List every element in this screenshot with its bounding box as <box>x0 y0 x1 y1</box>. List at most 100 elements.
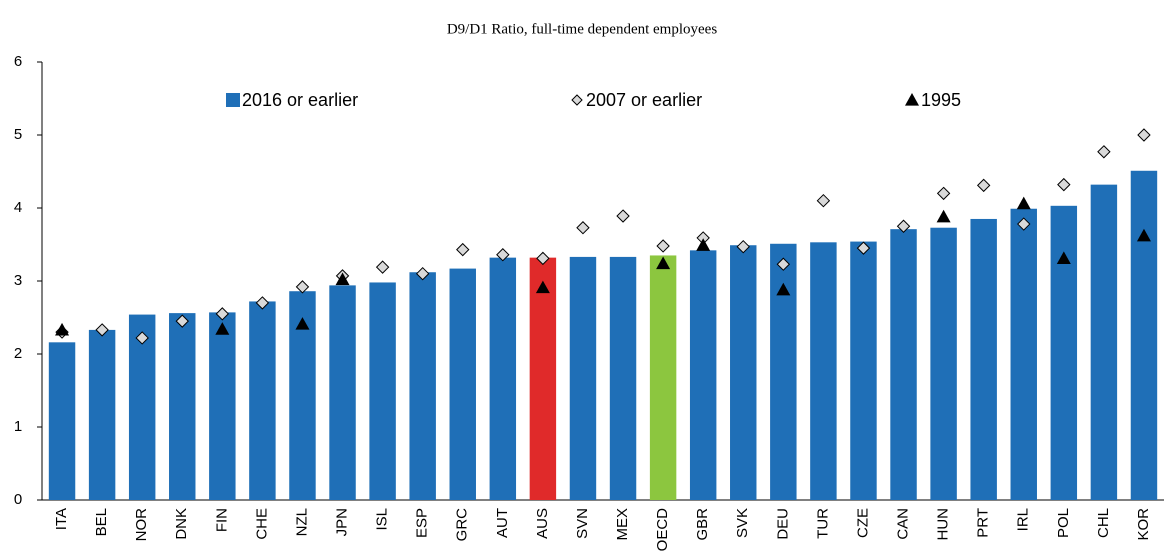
x-tick-label: POL <box>1055 508 1072 538</box>
bar <box>1050 205 1078 500</box>
legend-label: 1995 <box>921 90 961 110</box>
x-tick-label: DNK <box>173 508 190 540</box>
x-tick-label: ESP <box>414 508 431 538</box>
y-tick-label: 3 <box>14 272 22 289</box>
bar <box>649 255 677 500</box>
y-tick-label: 1 <box>14 418 22 435</box>
x-tick-label: SVK <box>734 508 751 538</box>
bar <box>48 342 76 500</box>
x-tick-label: SVN <box>574 508 591 539</box>
triangle-marker <box>295 317 310 330</box>
diamond-marker <box>175 314 189 328</box>
triangle-marker <box>335 272 350 286</box>
triangle-marker <box>535 280 550 294</box>
triangle-marker <box>936 209 951 223</box>
x-tick-label: MEX <box>614 508 631 541</box>
diamond-marker <box>896 219 911 233</box>
bar <box>169 313 196 500</box>
bar <box>1010 208 1037 501</box>
diamond-marker <box>255 296 270 310</box>
triangle-marker <box>1056 251 1071 264</box>
triangle-marker <box>215 322 230 335</box>
y-tick-label: 6 <box>14 53 22 70</box>
legend-swatch <box>571 94 583 106</box>
triangle-marker <box>1016 196 1031 210</box>
diamond-marker <box>95 323 109 337</box>
bar <box>128 314 156 500</box>
x-tick-label: PRT <box>975 508 992 538</box>
x-tick-label: CAN <box>895 508 912 540</box>
bar <box>249 301 276 500</box>
diamond-marker <box>976 178 991 193</box>
diamond-marker <box>816 193 831 208</box>
legend-label: 2016 or earlier <box>242 90 358 110</box>
triangle-marker <box>1136 228 1151 242</box>
x-tick-label: OECD <box>654 508 671 552</box>
bar <box>449 268 476 500</box>
diamond-marker <box>776 257 791 271</box>
bar <box>770 243 797 500</box>
bar <box>489 257 517 500</box>
bar <box>689 250 717 500</box>
x-tick-label: CHL <box>1095 508 1112 538</box>
x-tick-label: ITA <box>53 508 70 530</box>
y-tick-label: 0 <box>14 491 22 508</box>
y-tick-label: 4 <box>14 199 22 216</box>
x-tick-label: TUR <box>814 508 831 539</box>
x-tick-label: NZL <box>293 508 310 536</box>
triangle-marker <box>776 282 791 296</box>
legend-swatch <box>905 93 919 106</box>
x-tick-label: JPN <box>334 508 351 536</box>
x-tick-label: DEU <box>774 508 791 540</box>
diamond-marker <box>656 239 670 253</box>
bar <box>209 312 236 500</box>
bar <box>930 227 957 500</box>
bar <box>329 285 356 500</box>
diamond-marker <box>1057 177 1071 192</box>
bar <box>369 282 396 500</box>
diamond-marker <box>135 331 149 345</box>
bar <box>850 241 877 500</box>
y-tick-label: 5 <box>14 126 22 143</box>
diamond-marker <box>616 209 630 223</box>
diamond-marker <box>536 251 550 266</box>
diamond-marker <box>496 248 510 262</box>
y-tick-label: 2 <box>14 345 22 362</box>
x-tick-label: CZE <box>854 508 871 538</box>
legend-swatch <box>226 93 240 107</box>
x-tick-label: ISL <box>374 508 391 531</box>
chart-title: D9/D1 Ratio, full-time dependent employe… <box>447 21 718 37</box>
x-tick-label: BEL <box>93 508 110 536</box>
x-tick-label: FIN <box>213 508 230 532</box>
diamond-marker <box>215 307 230 321</box>
triangle-marker <box>656 256 671 270</box>
diamond-marker <box>576 221 590 235</box>
bar <box>609 256 637 500</box>
bar <box>529 257 557 500</box>
diamond-marker <box>736 239 750 254</box>
diamond-marker <box>375 260 390 274</box>
x-tick-label: NOR <box>133 508 150 542</box>
triangle-marker <box>55 322 70 336</box>
x-tick-label: GBR <box>694 508 711 541</box>
bar <box>1130 170 1158 500</box>
diamond-marker <box>1097 145 1111 159</box>
legend-label: 2007 or earlier <box>586 90 702 110</box>
diamond-marker <box>936 186 951 201</box>
diamond-marker <box>856 241 871 255</box>
bar <box>890 229 917 501</box>
bar <box>810 242 837 500</box>
triangle-marker <box>696 238 711 251</box>
bar <box>569 256 597 500</box>
diamond-marker <box>295 280 310 294</box>
bar <box>1090 184 1118 500</box>
bar <box>409 272 436 500</box>
x-tick-label: GRC <box>454 508 471 542</box>
x-tick-label: AUS <box>534 508 551 539</box>
x-tick-label: CHE <box>253 508 270 540</box>
diamond-marker <box>415 266 430 281</box>
bar <box>88 329 116 500</box>
x-tick-label: IRL <box>1015 508 1032 531</box>
x-tick-label: AUT <box>494 508 511 538</box>
